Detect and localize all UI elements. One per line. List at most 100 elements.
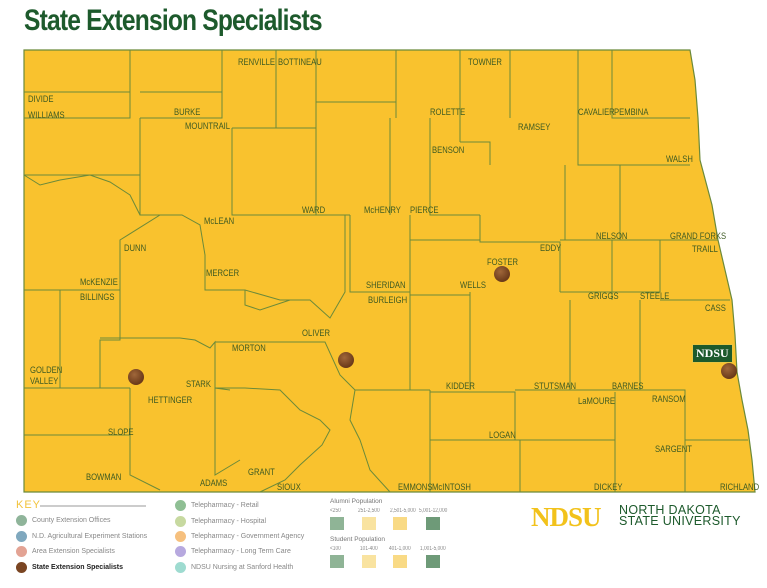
county-label: STUTSMAN [534, 381, 577, 391]
alumni-range-label: <250 [330, 508, 341, 514]
county-label: PEMBINA [614, 107, 649, 117]
county-label: GOLDEN [30, 365, 63, 375]
orange-circle-icon [175, 531, 186, 542]
county-label: LaMOURE [578, 396, 615, 406]
county-label: BARNES [612, 381, 644, 391]
key-item-telepharmacy-retail: Telepharmacy - Retail [175, 500, 259, 511]
student-swatch [393, 555, 407, 568]
logo-line-1: NORTH DAKOTA [619, 503, 721, 517]
county-label: GRAND FORKS [670, 231, 727, 241]
key-label: Telepharmacy - Government Agency [191, 533, 305, 540]
county-label: BURKE [174, 107, 201, 117]
state-extension-marker-stark[interactable] [128, 369, 144, 385]
ndsu-logo-text: NORTH DAKOTA STATE UNIVERSITY [619, 503, 741, 528]
county-label: TOWNER [468, 57, 502, 67]
county-label: RAMSEY [518, 122, 551, 132]
key-item-telepharmacy-hospital: Telepharmacy - Hospital [175, 516, 266, 527]
county-label: BENSON [432, 145, 465, 155]
county-label: McLEAN [204, 216, 235, 226]
purple-circle-icon [175, 546, 186, 557]
county-label: LOGAN [489, 430, 516, 440]
county-label: BOTTINEAU [278, 57, 322, 67]
county-label: OLIVER [302, 328, 331, 338]
county-label: ADAMS [200, 478, 228, 488]
student-range-label: 101-400 [360, 546, 378, 552]
county-label: ROLETTE [430, 107, 466, 117]
alumni-range-label: 2,501-5,000 [390, 508, 416, 514]
pink-circle-icon [16, 546, 27, 557]
key-item-state-extension-specialists: State Extension Specialists [16, 562, 123, 573]
student-swatch [362, 555, 376, 568]
county-label: SHERIDAN [366, 280, 406, 290]
student-swatch [330, 555, 344, 568]
county-label: PIERCE [410, 205, 439, 215]
key-label: County Extension Offices [32, 517, 111, 524]
county-label: DICKEY [594, 482, 623, 492]
county-label: STARK [186, 379, 211, 389]
county-label: MERCER [206, 268, 240, 278]
alumni-swatch [393, 517, 407, 530]
county-label: BILLINGS [80, 292, 115, 302]
alumni-swatch [426, 517, 440, 530]
county-label: STEELE [640, 291, 670, 301]
county-label: RENVILLE [238, 57, 276, 67]
county-label: GRANT [248, 467, 275, 477]
green-circle-icon [175, 500, 186, 511]
student-range-label: 401-1,000 [389, 546, 411, 552]
alumni-range-label: 251-2,500 [358, 508, 380, 514]
key-item-telepharmacy-long-term-care: Telepharmacy - Long Term Care [175, 546, 291, 557]
ndsu-logo-mark: NDSU [531, 502, 602, 532]
key-item-county-extension-offices: County Extension Offices [16, 515, 110, 526]
key-label: Telepharmacy - Hospital [191, 518, 267, 525]
county-label: EMMONS [398, 482, 433, 492]
key-item-telepharmacy-government: Telepharmacy - Government Agency [175, 531, 304, 542]
county-label: DUNN [124, 243, 147, 253]
state-extension-marker-cass[interactable] [721, 363, 737, 379]
county-label: DIVIDE [28, 94, 54, 104]
alumni-population-title: Alumni Population [330, 498, 383, 505]
alumni-swatch [330, 517, 344, 530]
county-label: RICHLAND [720, 482, 760, 492]
county-label: McHENRY [364, 205, 401, 215]
key-label: Telepharmacy - Long Term Care [191, 548, 291, 555]
state-extension-marker-foster[interactable] [494, 266, 510, 282]
page-title: State Extension Specialists [24, 4, 323, 37]
county-label: TRAILL [692, 244, 718, 254]
county-boundaries [23, 50, 748, 493]
county-label: MOUNTRAIL [185, 121, 231, 131]
county-label: FOSTER [487, 257, 519, 267]
county-label: BOWMAN [86, 472, 122, 482]
student-range-label: <100 [330, 546, 341, 552]
county-label: RANSOM [652, 394, 686, 404]
key-item-agricultural-experiment-stations: N.D. Agricultural Experiment Stations [16, 531, 147, 542]
key-item-area-extension-specialists: Area Extension Specialists [16, 546, 115, 557]
county-label: KIDDER [446, 381, 475, 391]
county-label: WALSH [666, 154, 693, 164]
county-label: McKENZIE [80, 277, 118, 287]
state-extension-marker-burleigh[interactable] [338, 352, 354, 368]
student-swatch [426, 555, 440, 568]
student-range-label: 1,001-5,000 [420, 546, 446, 552]
key-label: Area Extension Specialists [32, 548, 115, 555]
student-population-title: Student Population [330, 536, 385, 543]
key-title: KEY [16, 499, 42, 511]
north-dakota-map [23, 49, 756, 493]
county-label: SLOPE [108, 427, 134, 437]
county-label: SIOUX [277, 482, 301, 492]
county-label: SARGENT [655, 444, 692, 454]
county-label: MORTON [232, 343, 266, 353]
state-outline [23, 49, 756, 493]
county-label: WARD [302, 205, 326, 215]
alumni-swatch [362, 517, 376, 530]
light-green-circle-icon [175, 516, 186, 527]
county-label: GRIGGS [588, 291, 619, 301]
logo-line-2: STATE UNIVERSITY [619, 514, 741, 528]
green-circle-icon [16, 515, 27, 526]
county-label: WILLIAMS [28, 110, 65, 120]
county-label: HETTINGER [148, 395, 193, 405]
county-label: BURLEIGH [368, 295, 408, 305]
county-label: CASS [705, 303, 726, 313]
brown-circle-icon [16, 562, 27, 573]
key-label: N.D. Agricultural Experiment Stations [32, 533, 148, 540]
key-label: NDSU Nursing at Sanford Health [191, 564, 294, 571]
